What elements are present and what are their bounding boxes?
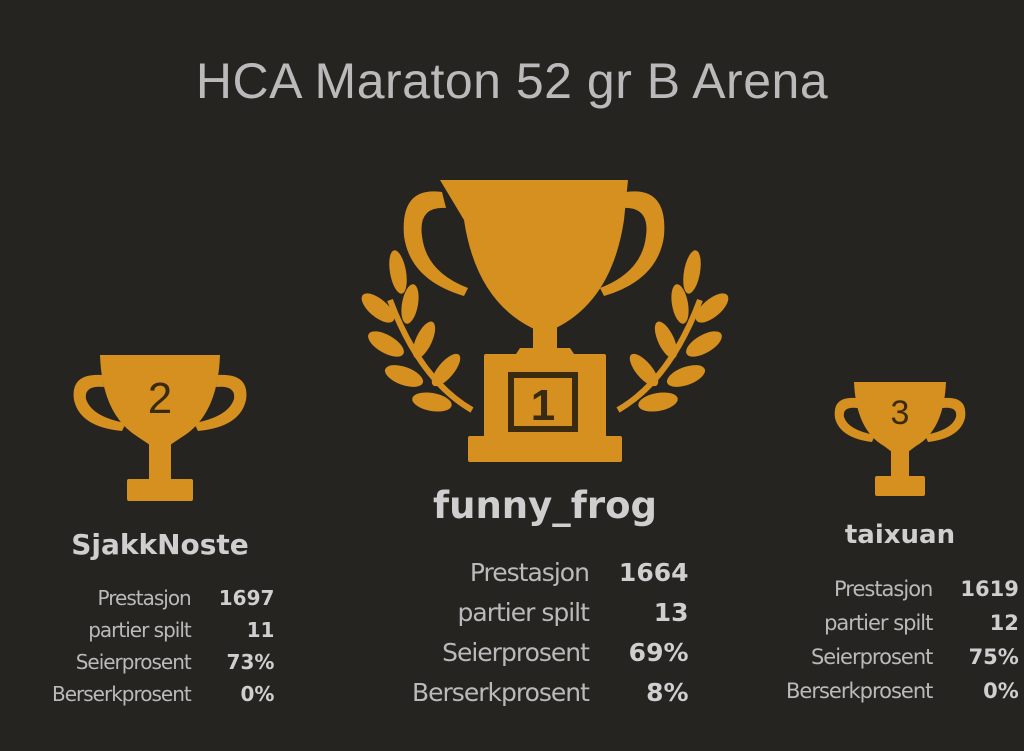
third-rank-number: 3 — [891, 394, 910, 432]
stat-value: 73% — [226, 650, 275, 674]
stat-value: 1697 — [218, 586, 275, 610]
stats-row: Seierprosent 69% — [412, 632, 689, 672]
stats-row: Berserkprosent 0% — [786, 674, 1019, 708]
second-place-trophy-icon: 2 — [70, 345, 250, 505]
first-rank-number: 1 — [531, 381, 555, 430]
stats-row: Seierprosent 73% — [52, 646, 275, 678]
stats-row: Berserkprosent 8% — [412, 672, 689, 712]
stats-row: Seierprosent 75% — [786, 640, 1019, 674]
stats-row: partier spilt 12 — [786, 606, 1019, 640]
stat-label: partier spilt — [824, 611, 933, 635]
stat-label: Berserkprosent — [786, 679, 933, 703]
stats-row: Berserkprosent 0% — [52, 678, 274, 710]
stat-value: 12 — [989, 611, 1019, 635]
stats-row: partier spilt 13 — [412, 592, 689, 632]
stat-value: 1664 — [618, 557, 689, 587]
third-place-player-name[interactable]: taixuan — [844, 520, 956, 550]
third-place-stats-table: Prestasjon 1619 partier spilt 12 Seierpr… — [786, 572, 1019, 708]
tournament-title: HCA Maraton 52 gr B Arena — [195, 53, 829, 109]
stats-row: Prestasjon 1619 — [786, 572, 1019, 606]
stat-value: 1619 — [960, 577, 1019, 601]
third-place-trophy-icon: 3 — [832, 376, 968, 498]
stat-label: Berserkprosent — [412, 677, 590, 707]
stat-label: partier spilt — [88, 618, 192, 642]
stat-value: 69% — [628, 637, 689, 667]
first-place-player-name[interactable]: funny_frog — [433, 484, 657, 527]
stat-label: Seierprosent — [810, 645, 933, 669]
first-place-stats-table: Prestasjon 1664 partier spilt 13 Seierpr… — [412, 552, 689, 712]
stat-label: Prestasjon — [834, 577, 933, 601]
stat-value: 0% — [240, 682, 275, 706]
second-rank-number: 2 — [148, 374, 172, 423]
stat-label: Seierprosent — [75, 650, 192, 674]
stats-row: Prestasjon 1697 — [52, 582, 275, 614]
stat-value: 0% — [983, 679, 1019, 703]
first-place-trophy-with-laurels-icon: 1 — [360, 180, 730, 465]
stat-label: Berserkprosent — [52, 682, 192, 706]
stat-value: 11 — [246, 618, 275, 642]
second-place-stats-table: Prestasjon 1697 partier spilt 11 Seierpr… — [52, 582, 274, 710]
stat-label: Prestasjon — [97, 586, 192, 610]
stat-value: 13 — [653, 597, 689, 627]
stats-row: partier spilt 11 — [52, 614, 274, 646]
stat-label: partier spilt — [457, 597, 590, 627]
stat-value: 75% — [968, 645, 1019, 669]
stat-label: Seierprosent — [442, 637, 590, 667]
stat-value: 8% — [646, 677, 689, 707]
stat-label: Prestasjon — [469, 557, 590, 587]
stats-row: Prestasjon 1664 — [412, 552, 689, 592]
second-place-player-name[interactable]: SjakkNoste — [71, 528, 249, 561]
